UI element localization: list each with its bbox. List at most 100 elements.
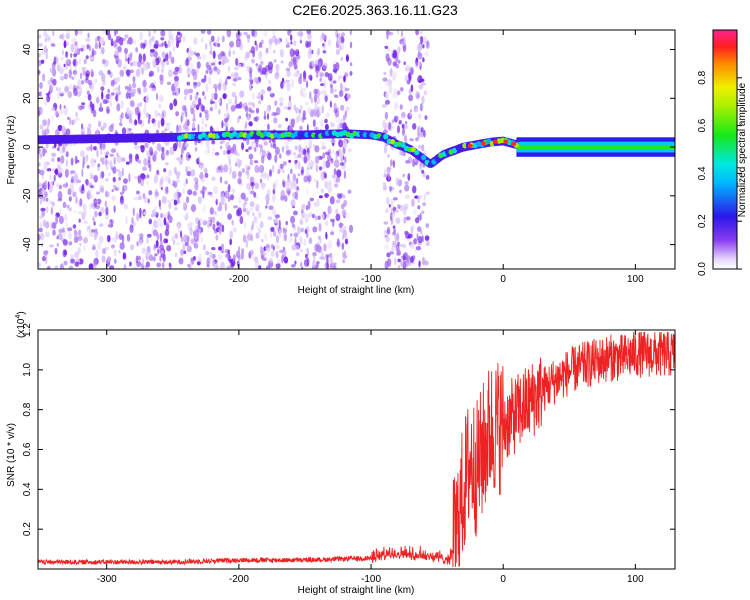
noise-speckle: [195, 95, 198, 99]
noise-speckle: [274, 217, 279, 225]
noise-speckle: [383, 229, 386, 235]
noise-speckle: [314, 145, 320, 153]
noise-speckle: [321, 141, 325, 149]
noise-speckle: [279, 153, 282, 159]
colorbar-label: Normalized spectral amplitude: [737, 82, 748, 217]
noise-speckle: [227, 196, 231, 202]
noise-speckle: [105, 154, 108, 159]
noise-speckle: [152, 256, 156, 262]
noise-speckle: [74, 30, 78, 36]
noise-speckle: [337, 75, 340, 82]
noise-speckle: [62, 145, 66, 153]
noise-speckle: [266, 113, 270, 120]
noise-speckle: [239, 90, 245, 98]
noise-speckle: [102, 30, 106, 35]
noise-speckle: [385, 208, 389, 213]
noise-speckle: [246, 210, 250, 215]
noise-speckle: [185, 165, 191, 172]
noise-speckle: [83, 220, 88, 224]
noise-speckle: [397, 258, 402, 263]
noise-speckle: [290, 41, 293, 45]
noise-speckle: [158, 94, 163, 103]
noise-speckle: [275, 244, 281, 249]
noise-speckle: [174, 252, 178, 258]
noise-speckle: [234, 95, 237, 105]
noise-speckle: [335, 208, 339, 215]
ridge-blob: [383, 133, 389, 140]
noise-speckle: [78, 211, 83, 215]
noise-speckle: [299, 109, 301, 114]
noise-speckle: [153, 59, 157, 69]
noise-speckle: [241, 142, 245, 151]
noise-speckle: [72, 59, 76, 67]
noise-speckle: [241, 61, 246, 68]
x-tick-label: 0: [500, 274, 506, 285]
noise-speckle: [196, 261, 201, 266]
noise-speckle: [201, 105, 206, 112]
noise-speckle: [383, 122, 389, 129]
noise-speckle: [156, 169, 159, 175]
noise-speckle: [424, 235, 430, 241]
noise-speckle: [180, 249, 185, 256]
noise-speckle: [314, 66, 320, 74]
noise-speckle: [114, 50, 120, 56]
noise-speckle: [140, 179, 145, 187]
noise-speckle: [206, 257, 211, 266]
noise-speckle: [410, 108, 413, 113]
noise-speckle: [270, 250, 275, 258]
noise-speckle: [164, 44, 168, 49]
noise-speckle: [200, 236, 203, 243]
noise-speckle: [156, 56, 161, 63]
noise-speckle: [317, 235, 321, 240]
noise-speckle: [213, 66, 218, 73]
noise-speckle: [401, 123, 405, 129]
noise-speckle: [217, 205, 223, 212]
noise-speckle: [138, 91, 142, 95]
noise-speckle: [214, 101, 218, 110]
noise-speckle: [255, 203, 260, 212]
noise-speckle: [419, 213, 422, 221]
noise-speckle: [87, 225, 91, 230]
noise-speckle: [335, 153, 338, 161]
noise-speckle: [210, 35, 215, 42]
noise-speckle: [204, 167, 208, 175]
noise-speckle: [386, 229, 391, 235]
noise-speckle: [224, 249, 230, 254]
noise-speckle: [123, 204, 128, 210]
noise-speckle: [178, 67, 183, 74]
noise-speckle: [323, 80, 327, 89]
noise-speckle: [382, 77, 388, 82]
noise-speckle: [330, 218, 335, 223]
noise-speckle: [104, 200, 108, 207]
noise-speckle: [396, 232, 400, 242]
noise-speckle: [42, 197, 45, 202]
noise-speckle: [44, 100, 48, 106]
noise-speckle: [395, 115, 400, 122]
noise-speckle: [114, 30, 119, 35]
noise-speckle: [90, 157, 95, 164]
noise-speckle: [79, 242, 82, 247]
noise-speckle: [46, 266, 51, 269]
noise-speckle: [218, 228, 222, 235]
noise-speckle: [301, 152, 303, 161]
noise-speckle: [199, 218, 203, 222]
noise-speckle: [124, 184, 128, 192]
noise-speckle: [319, 119, 324, 127]
noise-speckle: [243, 197, 249, 202]
noise-speckle: [129, 62, 134, 67]
noise-speckle: [112, 176, 116, 183]
noise-speckle: [273, 100, 277, 107]
noise-speckle: [143, 197, 149, 204]
noise-speckle: [44, 180, 48, 186]
noise-speckle: [274, 214, 280, 219]
noise-speckle: [408, 88, 412, 95]
noise-speckle: [290, 168, 293, 175]
noise-speckle: [285, 145, 289, 152]
noise-speckle: [282, 248, 287, 258]
noise-speckle: [218, 222, 222, 228]
noise-speckle: [274, 154, 278, 164]
noise-speckle: [272, 193, 276, 203]
noise-speckle: [161, 95, 165, 102]
noise-speckle: [243, 207, 247, 213]
noise-speckle: [149, 39, 152, 48]
